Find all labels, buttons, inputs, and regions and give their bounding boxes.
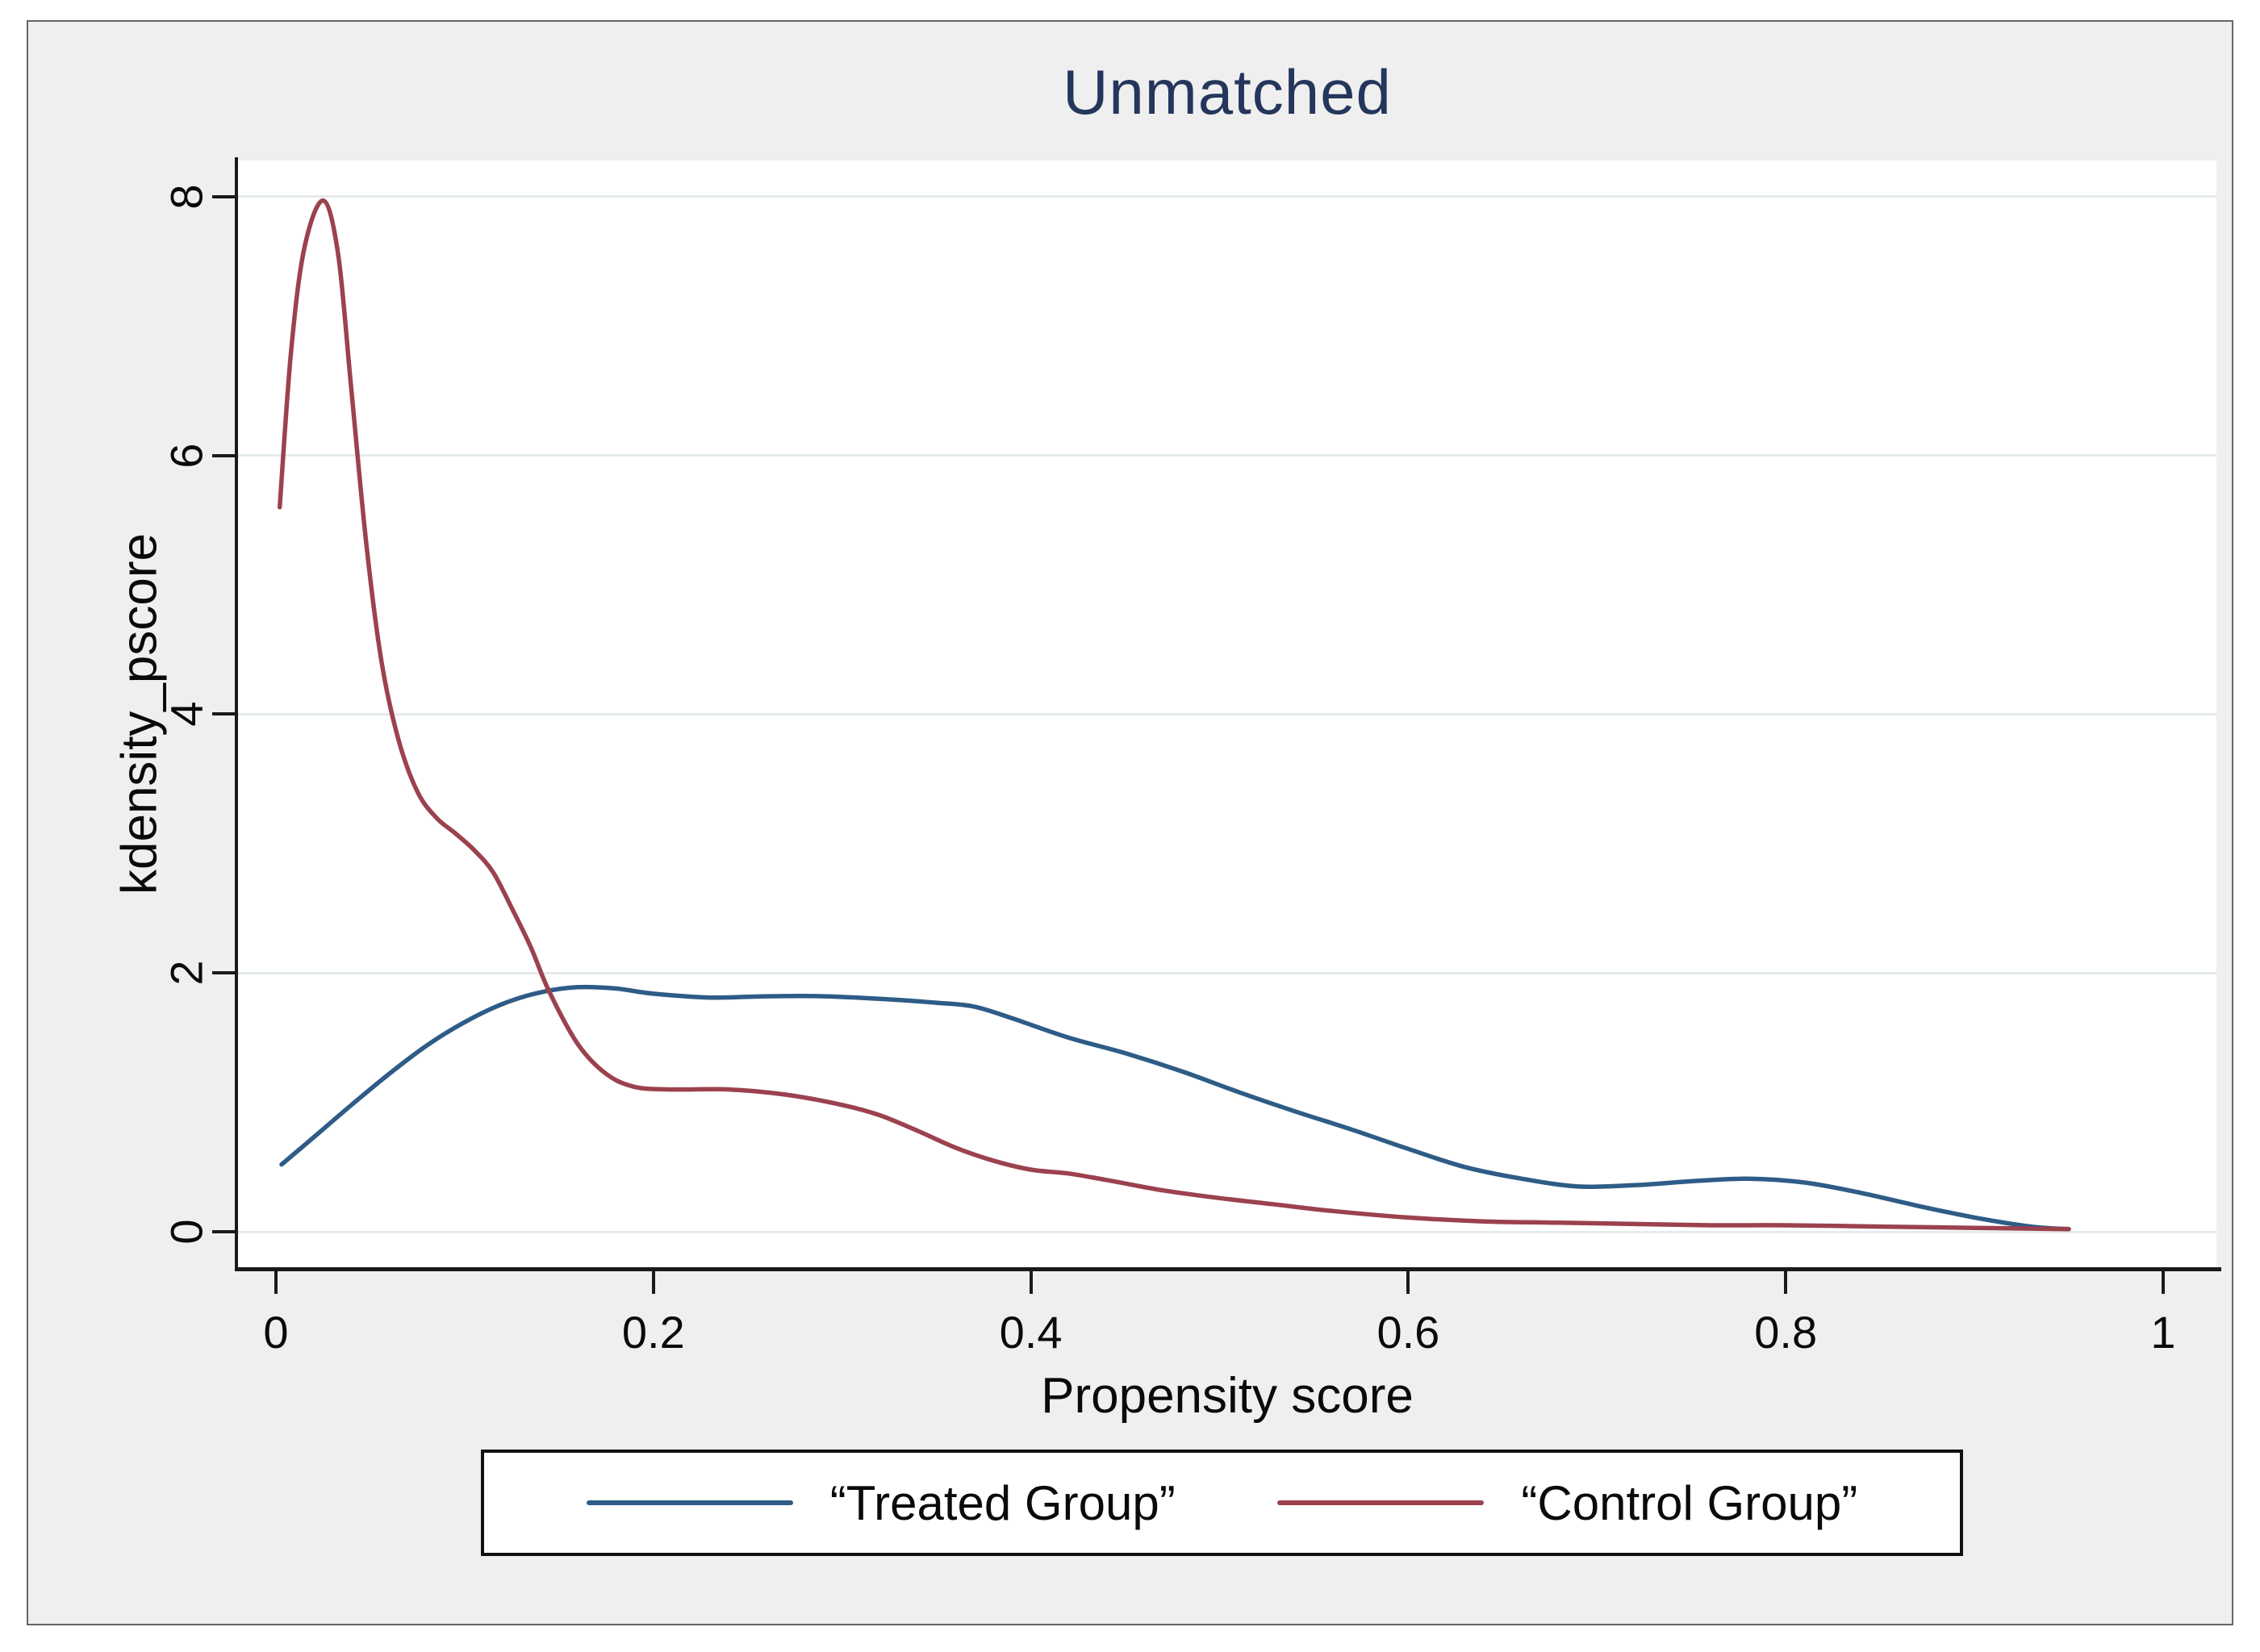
y-tick-label-2: 2 <box>161 960 212 986</box>
x-tick-label-1: 1 <box>2150 1307 2176 1358</box>
x-tick-label-0.4: 0.4 <box>999 1307 1063 1358</box>
curve-control <box>277 198 2071 1232</box>
x-tick-0.4 <box>1029 1271 1033 1294</box>
x-tick-0 <box>274 1271 278 1294</box>
curve-treated <box>279 984 2071 1232</box>
density-curves <box>277 198 2071 1232</box>
x-tick-1 <box>2162 1271 2165 1294</box>
gridline-y-2 <box>238 971 2216 974</box>
legend-box: “Treated Group” “Control Group” <box>481 1450 1963 1556</box>
y-tick-2 <box>212 971 236 975</box>
chart-title: Unmatched <box>1063 56 1392 127</box>
gridline-y-6 <box>238 454 2216 457</box>
y-tick-label-0: 0 <box>161 1219 212 1245</box>
x-tick-label-0: 0 <box>263 1307 289 1358</box>
x-tick-0.6 <box>1406 1271 1410 1294</box>
legend-item-control: “Control Group” <box>1277 1475 1857 1531</box>
x-tick-0.8 <box>1784 1271 1788 1294</box>
x-tick-label-0.6: 0.6 <box>1376 1307 1440 1358</box>
control-line-swatch <box>1277 1500 1485 1505</box>
y-tick-6 <box>212 453 236 457</box>
gridline-y-0 <box>238 1230 2216 1233</box>
legend-item-treated: “Treated Group” <box>586 1475 1176 1531</box>
y-tick-label-8: 8 <box>161 184 212 210</box>
treated-line-swatch <box>586 1500 793 1505</box>
y-axis-title: kdensity_pscore <box>111 532 168 895</box>
x-axis-title: Propensity score <box>1041 1368 1414 1424</box>
plot-area <box>238 161 2216 1267</box>
legend-label-treated: “Treated Group” <box>829 1475 1176 1530</box>
y-axis-line <box>235 157 238 1270</box>
legend-label-control: “Control Group” <box>1521 1475 1858 1530</box>
x-axis-line <box>235 1267 2221 1271</box>
y-tick-label-6: 6 <box>161 443 212 469</box>
gridline-y-4 <box>238 712 2216 715</box>
y-tick-0 <box>212 1230 236 1233</box>
gridline-y-8 <box>238 195 2216 198</box>
x-tick-label-0.2: 0.2 <box>621 1307 685 1358</box>
y-tick-8 <box>212 194 236 198</box>
x-tick-0.2 <box>651 1271 655 1294</box>
x-tick-label-0.8: 0.8 <box>1754 1307 1818 1358</box>
y-tick-4 <box>212 712 236 716</box>
